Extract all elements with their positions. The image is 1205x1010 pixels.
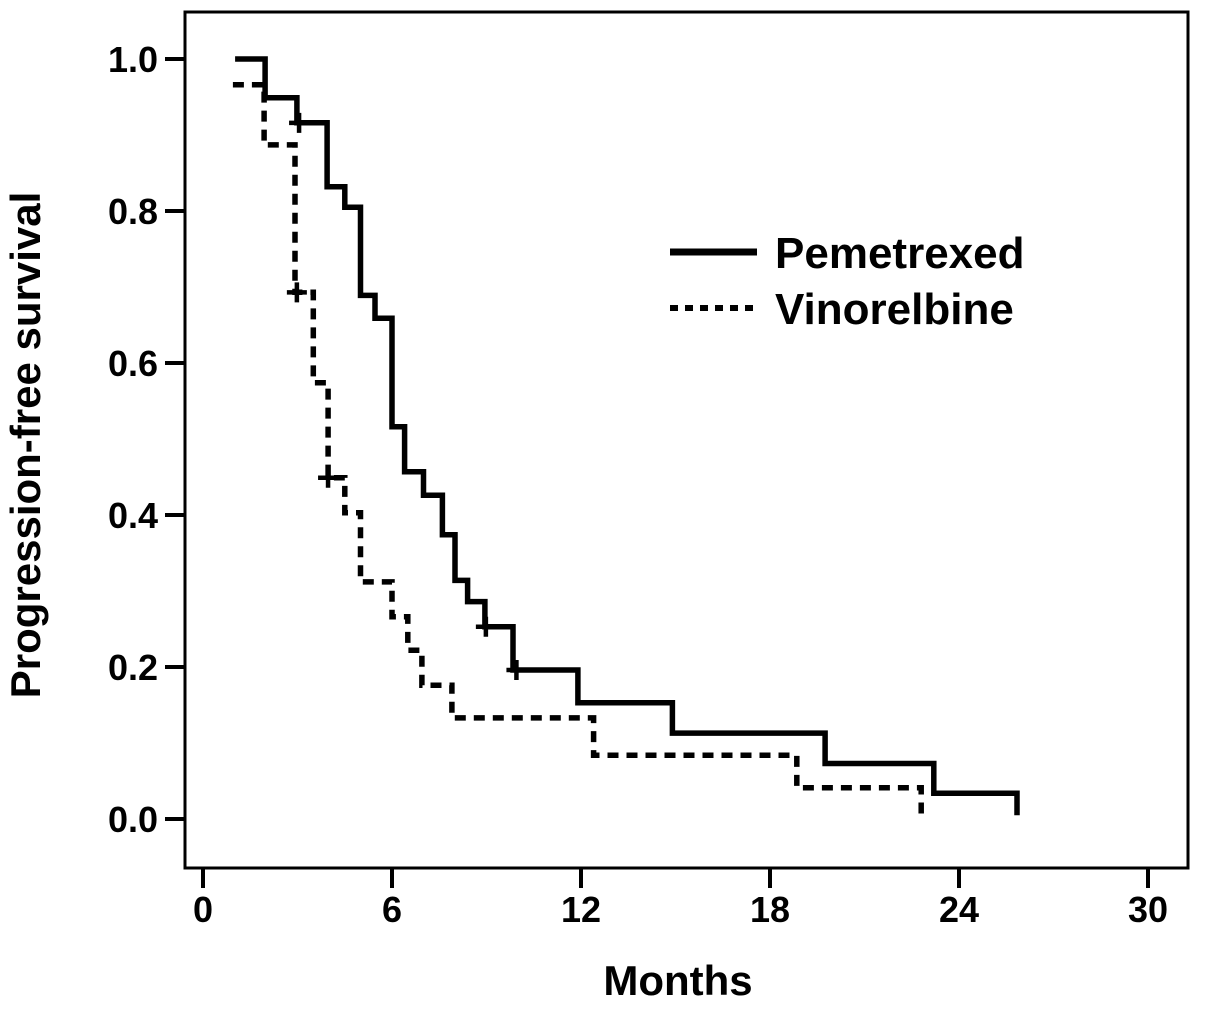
y-tick-label: 1.0: [108, 39, 158, 80]
pemetrexed-censor-mark: [506, 660, 527, 681]
pemetrexed-censor-mark: [475, 616, 496, 637]
censor-marks: [286, 112, 527, 681]
x-tick-label: 12: [561, 889, 601, 930]
x-tick-label: 6: [382, 889, 402, 930]
x-tick-label: 30: [1128, 889, 1168, 930]
legend-label-vinorelbine: Vinorelbine: [775, 285, 1014, 334]
y-axis-label: Progression-free survival: [2, 192, 49, 699]
y-axis-ticks: 0.0 0.2 0.4 0.6 0.8 1.0: [108, 39, 185, 840]
pemetrexed-censor-mark: [289, 112, 310, 133]
x-axis-label: Months: [603, 957, 752, 1004]
legend-label-pemetrexed: Pemetrexed: [775, 229, 1024, 278]
x-tick-label: 24: [939, 889, 979, 930]
y-tick-label: 0.6: [108, 343, 158, 384]
legend: Pemetrexed Vinorelbine: [670, 229, 1024, 334]
vinorelbine-curve: [232, 82, 924, 816]
x-tick-label: 18: [750, 889, 790, 930]
vinorelbine-censor-mark: [286, 282, 307, 303]
y-tick-label: 0.4: [108, 495, 158, 536]
plot-frame: [183, 10, 1190, 870]
survival-curves: [232, 56, 1020, 816]
x-tick-label: 0: [193, 889, 213, 930]
y-tick-label: 0.8: [108, 191, 158, 232]
vinorelbine-censor-mark: [318, 467, 339, 488]
y-tick-label: 0.0: [108, 799, 158, 840]
x-axis-ticks: 0 6 12 18 24 30: [193, 868, 1168, 930]
y-tick-label: 0.2: [108, 647, 158, 688]
pemetrexed-curve: [235, 56, 1020, 816]
